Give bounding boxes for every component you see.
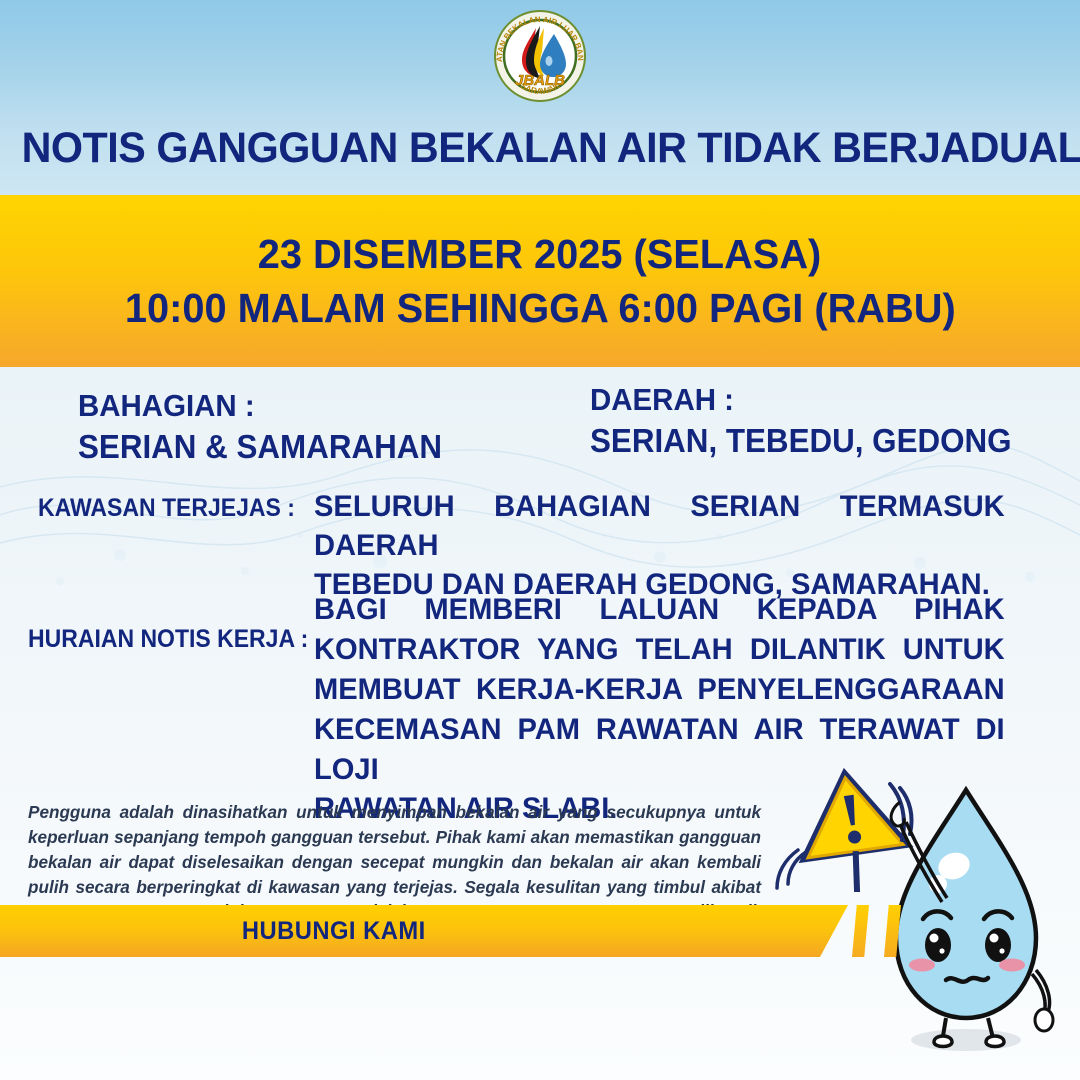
huraian-line-4: KECEMASAN PAM RAWATAN AIR TERAWAT DI LOJ… (314, 712, 1005, 786)
notice-date: 23 DISEMBER 2025 (SELASA) (258, 230, 822, 277)
page-title: NOTIS GANGGUAN BEKALAN AIR TIDAK BERJADU… (21, 124, 1080, 172)
bahagian-block: BAHAGIAN : SERIAN & SAMARAHAN (78, 388, 461, 466)
huraian-line-1: BAGI MEMBERI LALUAN KEPADA PIHAK (314, 593, 1005, 626)
kawasan-terjejas-label: KAWASAN TERJEJAS : (38, 494, 295, 522)
daerah-label: DAERAH : (590, 382, 734, 417)
hubungi-kami-bar: HUBUNGI KAMI (0, 905, 1080, 957)
logo-wordmark: JBALB (515, 72, 565, 89)
hubungi-kami-label: HUBUNGI KAMI (242, 916, 426, 945)
daerah-block: DAERAH : SERIAN, TEBEDU, GEDONG (590, 382, 1034, 460)
logo-bottom-text: SARAWAK (519, 80, 562, 96)
daerah-value: SERIAN, TEBEDU, GEDONG (590, 422, 1012, 459)
hubungi-kami-banner: HUBUNGI KAMI (0, 905, 848, 957)
jbalb-logo-icon: JABATAN BEKALAN AIR LUAR BANDAR SARAWAK … (492, 6, 588, 106)
bahagian-label: BAHAGIAN : (78, 388, 255, 423)
kawasan-line-2: TEBEDU DAN DAERAH GEDONG, SAMARAHAN. (314, 568, 990, 601)
accent-slash-1 (852, 905, 869, 957)
huraian-notis-kerja-label: HURAIAN NOTIS KERJA : (28, 625, 309, 653)
huraian-notis-kerja-value: BAGI MEMBERI LALUAN KEPADA PIHAK KONTRAK… (314, 590, 1005, 829)
warning-triangle-icon (775, 767, 914, 892)
contact-details: CALL CENTRE JBALB SARAWAK 082-262211 JBA… (0, 957, 1080, 1080)
huraian-line-3: MEMBUAT KERJA-KERJA PENYELENGGARAAN (314, 672, 1005, 706)
kawasan-terjejas-value: SELURUH BAHAGIAN SERIAN TERMASUK DAERAH … (314, 487, 1005, 604)
notice-time: 10:00 MALAM SEHINGGA 6:00 PAGI (RABU) (124, 285, 956, 331)
disclaimer-text: Pengguna adalah dinasihatkan untuk menyi… (28, 802, 762, 921)
accent-slash-2 (884, 905, 901, 957)
bahagian-value: SERIAN & SAMARAHAN (78, 428, 443, 465)
kawasan-line-1: SELURUH BAHAGIAN SERIAN TERMASUK DAERAH (314, 490, 1005, 562)
huraian-line-2: KONTRAKTOR YANG TELAH DILANTIK UNTUK (314, 632, 1005, 666)
date-time-banner: 23 DISEMBER 2025 (SELASA) 10:00 MALAM SE… (0, 195, 1080, 367)
water-droplet-mascot (888, 782, 1055, 1051)
huraian-line-5: RAWATAN AIR SLABI. (314, 792, 618, 826)
svg-text:SARAWAK: SARAWAK (519, 80, 562, 96)
